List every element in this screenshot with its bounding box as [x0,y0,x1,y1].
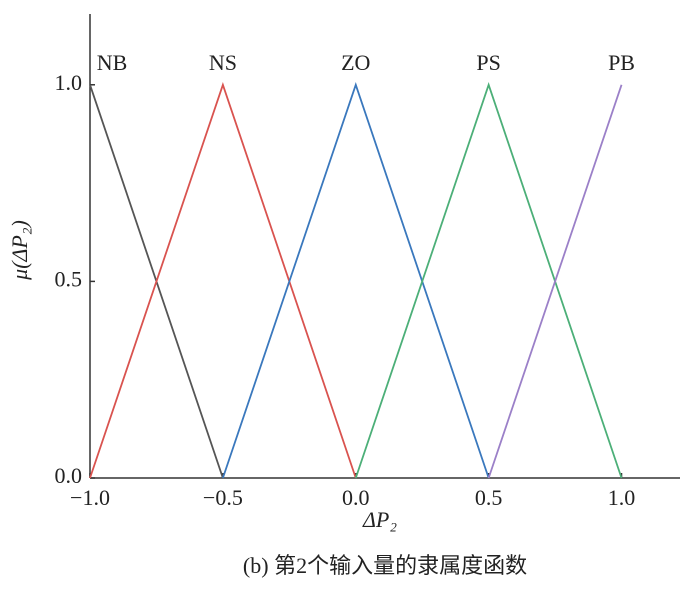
x-tick-label: −1.0 [70,485,110,510]
caption: (b) 第2个输入量的隶属度函数 [243,553,527,578]
x-tick-label: 0.5 [475,485,503,510]
series-line [354,81,623,479]
series-line [487,84,623,479]
series-line [89,81,357,479]
y-tick-label: 0.5 [55,266,83,291]
x-tick-label: 1.0 [608,485,636,510]
y-tick-label: 0.0 [55,463,83,488]
series-label: PB [608,50,635,75]
y-tick-label: 1.0 [55,70,83,95]
series-label: NB [97,50,128,75]
x-tick-label: −0.5 [203,485,243,510]
x-axis-label: ΔP₂ [362,507,397,532]
y-axis-label: μ(ΔP₂) [7,220,32,281]
series-label: ZO [341,50,370,75]
series-label: NS [209,50,237,75]
x-tick-label: 0.0 [342,485,370,510]
series-line [222,81,490,479]
series-label: PS [476,50,500,75]
